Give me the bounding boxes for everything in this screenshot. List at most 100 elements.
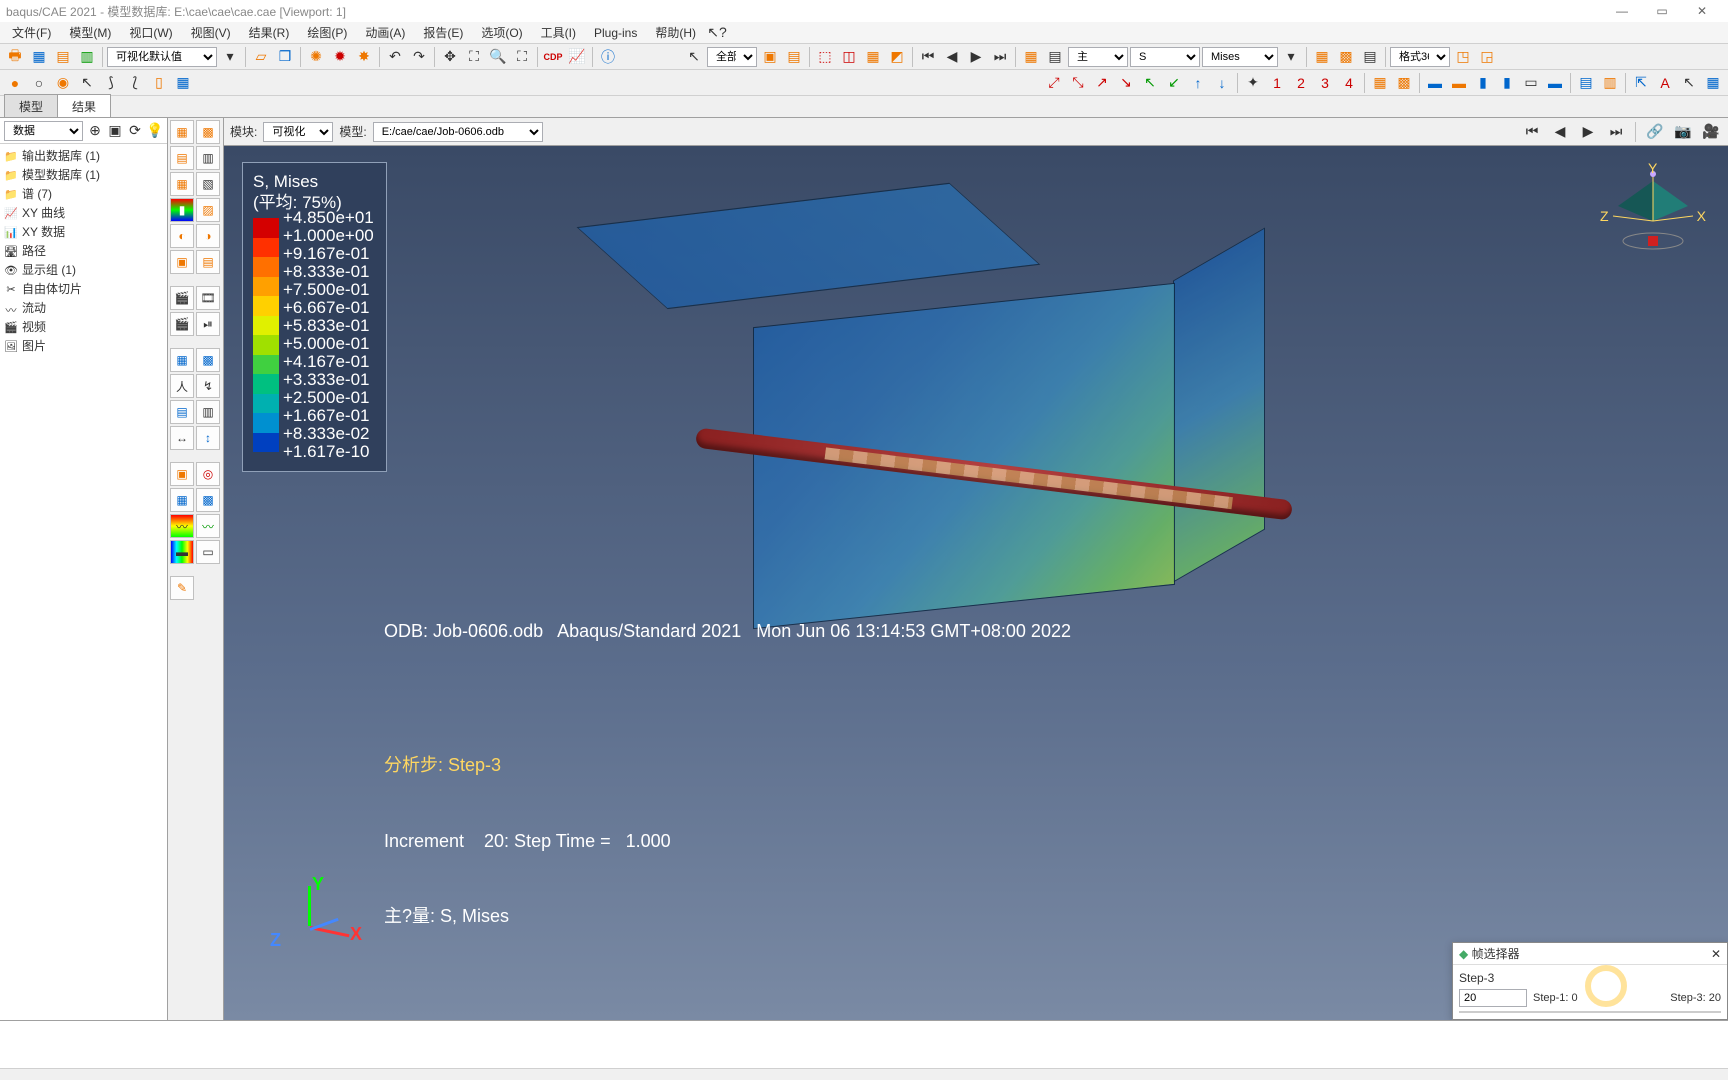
- sphere3-icon[interactable]: ◉: [52, 72, 74, 94]
- box3-icon[interactable]: ▥: [76, 46, 98, 68]
- menu-model[interactable]: 模型(M): [61, 22, 119, 43]
- sphere2-icon[interactable]: ○: [28, 72, 50, 94]
- frame-input[interactable]: [1459, 989, 1527, 1007]
- tc-8-icon[interactable]: ▨: [196, 198, 220, 222]
- tc-26-icon[interactable]: ◎: [196, 462, 220, 486]
- tree-item[interactable]: ✂自由体切片: [2, 279, 165, 298]
- contour3-icon[interactable]: ▤: [1359, 46, 1381, 68]
- tree-item[interactable]: 👁显示组 (1): [2, 260, 165, 279]
- tree-item[interactable]: 📁输出数据库 (1): [2, 146, 165, 165]
- view-cube[interactable]: Y X Z: [1608, 166, 1698, 266]
- pan-icon[interactable]: ✥: [439, 46, 461, 68]
- layout1-icon[interactable]: ▦: [1369, 72, 1391, 94]
- tc-22-icon[interactable]: ▥: [196, 400, 220, 424]
- sphere1-icon[interactable]: ●: [4, 72, 26, 94]
- tab-model[interactable]: 模型: [4, 94, 58, 117]
- dropdown-icon[interactable]: ▾: [219, 46, 241, 68]
- tool2-icon[interactable]: ▦: [172, 72, 194, 94]
- tree-btn4-icon[interactable]: 💡: [147, 123, 163, 139]
- menu-result[interactable]: 结果(R): [241, 22, 298, 43]
- probe2-icon[interactable]: A: [1654, 72, 1676, 94]
- record-icon[interactable]: 🎥: [1700, 121, 1722, 143]
- frame-slider[interactable]: [1459, 1011, 1721, 1013]
- tc-14-icon[interactable]: 🎞: [196, 286, 220, 310]
- tc-23-icon[interactable]: ↔: [170, 426, 194, 450]
- tree-item[interactable]: 🛣路径: [2, 241, 165, 260]
- tc-17-icon[interactable]: ▦: [170, 348, 194, 372]
- tc-21-icon[interactable]: ▤: [170, 400, 194, 424]
- format-combo[interactable]: 格式36s: [1390, 47, 1450, 67]
- sel5-icon[interactable]: ▦: [862, 46, 884, 68]
- zoom-icon[interactable]: 🔍: [487, 46, 509, 68]
- csys1-icon[interactable]: ⤢: [1043, 72, 1065, 94]
- viz-preset-combo[interactable]: 可视化默认值: [107, 47, 217, 67]
- tc-3-icon[interactable]: ▤: [170, 146, 194, 170]
- tc-33-icon[interactable]: ✎: [170, 576, 194, 600]
- csys8-icon[interactable]: ↓: [1211, 72, 1233, 94]
- tc-7-icon[interactable]: ▮: [170, 198, 194, 222]
- curve1-icon[interactable]: ⟆: [100, 72, 122, 94]
- tc-31-icon[interactable]: ▬: [170, 540, 194, 564]
- tc-18-icon[interactable]: ▩: [196, 348, 220, 372]
- tc-4-icon[interactable]: ▥: [196, 146, 220, 170]
- tc-15-icon[interactable]: 🎬: [170, 312, 194, 336]
- tc-30-icon[interactable]: 〰: [196, 514, 220, 538]
- annot2-icon[interactable]: ▥: [1599, 72, 1621, 94]
- tc-20-icon[interactable]: ↯: [196, 374, 220, 398]
- render4-icon[interactable]: ▮: [1496, 72, 1518, 94]
- help-pointer-icon[interactable]: ↖?: [706, 22, 728, 44]
- tc-6-icon[interactable]: ▧: [196, 172, 220, 196]
- viewport[interactable]: S, Mises (平均: 75%) +4.850e+01+1.000e+00+…: [224, 146, 1728, 1020]
- print-icon[interactable]: 🖶: [4, 46, 26, 68]
- redo-icon[interactable]: ↷: [408, 46, 430, 68]
- pointer-icon[interactable]: ↖: [683, 46, 705, 68]
- sel2-icon[interactable]: ▤: [783, 46, 805, 68]
- anim-prev-icon[interactable]: ◀: [1549, 121, 1571, 143]
- camera-icon[interactable]: 📷: [1672, 121, 1694, 143]
- tc-27-icon[interactable]: ▦: [170, 488, 194, 512]
- link-icon[interactable]: 🔗: [1644, 121, 1666, 143]
- menu-plot[interactable]: 绘图(P): [299, 22, 355, 43]
- tree-item[interactable]: 〰流动: [2, 298, 165, 317]
- tree-item[interactable]: 📈XY 曲线: [2, 203, 165, 222]
- menu-plugins[interactable]: Plug-ins: [586, 24, 645, 42]
- model-combo[interactable]: E:/cae/cae/Job-0606.odb: [373, 122, 543, 142]
- render2-icon[interactable]: ▬: [1448, 72, 1470, 94]
- edit-icon[interactable]: ↖: [76, 72, 98, 94]
- tree-item[interactable]: 📁模型数据库 (1): [2, 165, 165, 184]
- n1-icon[interactable]: 1: [1266, 72, 1288, 94]
- cube3d2-icon[interactable]: ◲: [1476, 46, 1498, 68]
- tree-btn1-icon[interactable]: ⊕: [87, 123, 103, 139]
- cdp-icon[interactable]: CDP: [542, 46, 564, 68]
- tc-13-icon[interactable]: 🎬: [170, 286, 194, 310]
- render6-icon[interactable]: ▬: [1544, 72, 1566, 94]
- probe1-icon[interactable]: ⇱: [1630, 72, 1652, 94]
- menu-help[interactable]: 帮助(H): [647, 22, 704, 43]
- tree-item[interactable]: 📊XY 数据: [2, 222, 165, 241]
- gear3-icon[interactable]: ✸: [353, 46, 375, 68]
- tc-28-icon[interactable]: ▩: [196, 488, 220, 512]
- undo-icon[interactable]: ↶: [384, 46, 406, 68]
- zoom-box-icon[interactable]: ⛶: [463, 46, 485, 68]
- module-combo[interactable]: 可视化: [263, 122, 333, 142]
- gear1-icon[interactable]: ✺: [305, 46, 327, 68]
- sel3-icon[interactable]: ⬚: [814, 46, 836, 68]
- primary-combo[interactable]: 主: [1068, 47, 1128, 67]
- tree-btn2-icon[interactable]: ▣: [107, 123, 123, 139]
- anim-first-icon[interactable]: ⏮: [1521, 121, 1543, 143]
- info-icon[interactable]: ⓘ: [597, 46, 619, 68]
- frame-selector-dialog[interactable]: ◆ 帧选择器 ✕ Step-3 Step-1: 0 Step-3: 20: [1452, 942, 1728, 1020]
- cube3d-icon[interactable]: ◳: [1452, 46, 1474, 68]
- render1-icon[interactable]: ▬: [1424, 72, 1446, 94]
- tc-29-icon[interactable]: 〰: [170, 514, 194, 538]
- sel6-icon[interactable]: ◩: [886, 46, 908, 68]
- csys4-icon[interactable]: ↘: [1115, 72, 1137, 94]
- minimize-button[interactable]: —: [1602, 4, 1642, 18]
- csys5-icon[interactable]: ↖: [1139, 72, 1161, 94]
- model-tree[interactable]: 📁输出数据库 (1)📁模型数据库 (1)📁谱 (7)📈XY 曲线📊XY 数据🛣路…: [0, 144, 167, 1020]
- cube-icon[interactable]: ❒: [274, 46, 296, 68]
- var-dropdown-icon[interactable]: ▾: [1280, 46, 1302, 68]
- curve2-icon[interactable]: ⟅: [124, 72, 146, 94]
- menu-viewport[interactable]: 视口(W): [121, 22, 180, 43]
- sel4-icon[interactable]: ◫: [838, 46, 860, 68]
